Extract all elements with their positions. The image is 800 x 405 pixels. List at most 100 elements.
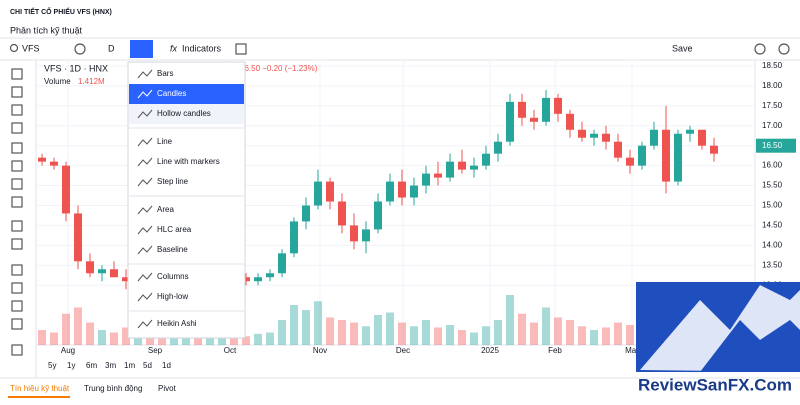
timeframe-button[interactable]: 5y xyxy=(48,361,56,370)
legend-change: 16.50 −0.20 (−1.23%) xyxy=(240,64,318,73)
menu-item[interactable]: Area xyxy=(157,205,174,214)
candle-body xyxy=(698,129,706,146)
volume-bar xyxy=(50,332,58,345)
drawing-tool[interactable] xyxy=(11,196,23,208)
drawing-tool[interactable] xyxy=(11,220,23,232)
menu-item[interactable]: Candles xyxy=(157,89,186,98)
bottom-tab[interactable]: Pivot xyxy=(158,384,177,393)
interval-button[interactable]: D xyxy=(108,43,115,53)
candle-body xyxy=(602,133,610,142)
volume-bar xyxy=(626,325,634,345)
save-button[interactable]: Save xyxy=(672,43,693,53)
timeframe-button[interactable]: 1y xyxy=(67,361,75,370)
candle-body xyxy=(686,129,694,134)
drawing-tool[interactable] xyxy=(11,300,23,312)
settings-button[interactable] xyxy=(754,43,766,55)
price-tick-label: 16.00 xyxy=(762,161,783,170)
candle-body xyxy=(122,277,130,282)
volume-bar xyxy=(386,312,394,345)
candle-body xyxy=(278,253,286,274)
drawing-tool[interactable] xyxy=(11,122,23,134)
drawing-tool[interactable] xyxy=(11,178,23,190)
drawing-tool[interactable] xyxy=(11,282,23,294)
volume-bar xyxy=(290,305,298,345)
last-price-box xyxy=(756,138,796,153)
volume-bar xyxy=(146,333,154,345)
menu-item[interactable]: Line with markers xyxy=(157,157,220,166)
compare-button[interactable] xyxy=(74,43,86,55)
candle-body xyxy=(506,101,514,142)
menu-item[interactable]: Baseline xyxy=(157,245,188,254)
volume-bar xyxy=(182,332,190,345)
candle-body xyxy=(482,153,490,166)
last-price-label: 16.50 xyxy=(762,141,783,150)
menu-item[interactable]: HLC area xyxy=(157,225,192,234)
indicators-button[interactable]: Indicators xyxy=(182,43,222,53)
volume-bar xyxy=(38,330,46,345)
timeframe-button[interactable]: 6m xyxy=(86,361,97,370)
price-tick-label: 13.50 xyxy=(762,260,783,269)
time-tick-label: Feb xyxy=(548,346,562,355)
volume-bar xyxy=(338,320,346,345)
menu-item[interactable]: Hollow candles xyxy=(157,109,211,118)
menu-item-icon xyxy=(137,272,153,282)
price-tick-label: 14.00 xyxy=(762,240,783,249)
volume-bar xyxy=(302,310,310,345)
candle-body xyxy=(314,181,322,206)
volume-bar xyxy=(74,307,82,345)
candle-body xyxy=(650,129,658,146)
watermark-mountain xyxy=(700,320,800,372)
drawing-tool[interactable] xyxy=(11,238,23,250)
bottom-bar: 5y 1y 6m 3m 1m 5d 1d Tín hiệu kỹ thuật Trung bìn… xyxy=(8,361,177,398)
drawing-tool[interactable] xyxy=(11,344,23,356)
price-tick-label: 17.50 xyxy=(762,101,783,110)
drawing-tool[interactable] xyxy=(11,160,23,172)
watermark-text: ReviewSanFX.Com xyxy=(638,375,792,394)
menu-item[interactable]: High-low xyxy=(157,292,188,301)
bottom-tab[interactable]: Tín hiệu kỹ thuật xyxy=(10,384,70,393)
bottom-tab[interactable]: Trung bình động xyxy=(84,384,142,393)
volume-bar xyxy=(218,332,226,345)
menu-item-icon xyxy=(137,205,153,215)
candle-body xyxy=(110,269,118,278)
camera-button[interactable] xyxy=(778,43,790,55)
drawing-tool[interactable] xyxy=(11,104,23,116)
volume-bar xyxy=(254,333,262,345)
volume-bar xyxy=(542,307,550,345)
candle-body xyxy=(554,97,562,114)
page-title: CHI TIẾT CỔ PHIẾU VFS (HNX) xyxy=(10,6,112,16)
timeframe-button[interactable]: 5d xyxy=(143,361,152,370)
drawing-tool[interactable] xyxy=(11,142,23,154)
menu-item[interactable]: Heikin Ashi xyxy=(157,319,197,328)
layout-button[interactable] xyxy=(235,43,247,55)
price-tick-label: 15.00 xyxy=(762,201,783,210)
drawing-tool[interactable] xyxy=(11,68,23,80)
symbol-search[interactable]: VFS xyxy=(22,43,40,53)
menu-item-icon xyxy=(137,245,153,255)
legend-volume-value: 1.412M xyxy=(78,77,105,86)
menu-item[interactable]: Bars xyxy=(157,69,173,78)
candle-body xyxy=(266,273,274,278)
menu-item[interactable]: Columns xyxy=(157,272,189,281)
candle-body xyxy=(410,185,418,198)
menu-item-icon xyxy=(137,319,153,329)
menu-item[interactable]: Step line xyxy=(157,177,189,186)
drawing-tool[interactable] xyxy=(11,318,23,330)
drawing-tool[interactable] xyxy=(11,86,23,98)
volume-bar xyxy=(554,317,562,345)
candle-body xyxy=(470,165,478,170)
volume-bar xyxy=(242,336,250,345)
volume-bar xyxy=(62,313,70,345)
drawing-tool[interactable] xyxy=(11,264,23,276)
candle-body xyxy=(566,113,574,130)
menu-item[interactable]: Line xyxy=(157,137,173,146)
menu-item-icon xyxy=(137,177,153,187)
chart-type-button[interactable] xyxy=(130,40,153,58)
menu-item-icon xyxy=(137,137,153,147)
candle-body xyxy=(38,157,46,162)
candle-body xyxy=(422,173,430,186)
timeframe-button[interactable]: 3m xyxy=(105,361,116,370)
timeframe-button[interactable]: 1d xyxy=(162,361,171,370)
candle-body xyxy=(458,161,466,170)
timeframe-button[interactable]: 1m xyxy=(124,361,135,370)
